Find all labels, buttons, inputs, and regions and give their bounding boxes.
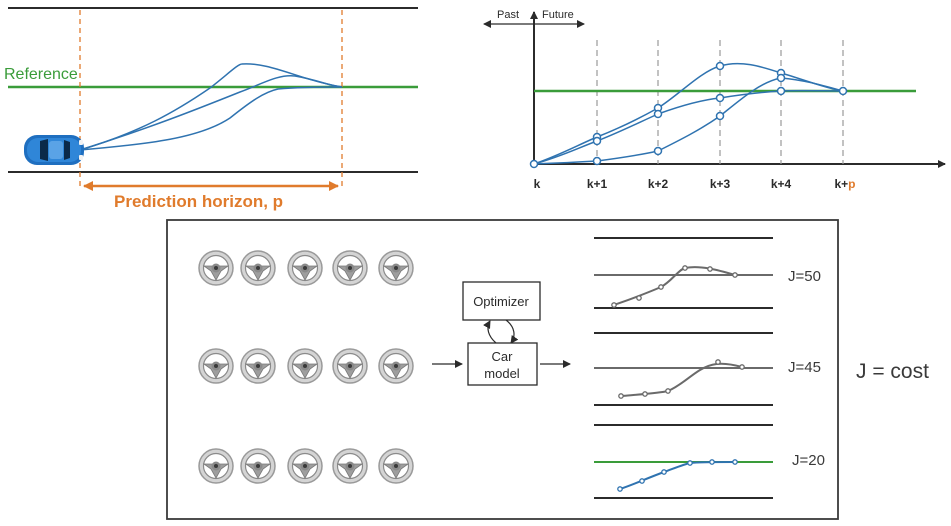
- past-label: Past: [497, 9, 519, 21]
- sample-point: [776, 73, 786, 83]
- steering-wheel-icon: [240, 448, 276, 484]
- tick-label: k+4: [771, 177, 792, 191]
- sample-point: [715, 111, 725, 121]
- result-points: [618, 359, 745, 399]
- cost-label: J=45: [788, 359, 821, 376]
- timeline-trajectory-2: [533, 89, 844, 165]
- sample-point: [665, 388, 671, 394]
- future-label: Future: [542, 9, 574, 21]
- trajectory-1: [79, 63, 343, 151]
- timeline-sample-points: [529, 61, 848, 169]
- result-panel-3: J=20: [594, 424, 825, 499]
- sample-point: [617, 486, 623, 492]
- sample-point: [661, 469, 667, 475]
- feedback-arrow-up: [483, 320, 497, 344]
- result-points: [617, 459, 738, 492]
- tick-label: k: [534, 177, 541, 191]
- feedback-arrow-down: [505, 319, 519, 344]
- time-tick-labels: k k+1 k+2 k+3 k+4 k+p: [534, 177, 856, 191]
- steering-wheel-icon: [332, 448, 368, 484]
- sample-point: [715, 93, 725, 103]
- tick-label: k+3: [710, 177, 731, 191]
- sample-point: [715, 359, 721, 365]
- sample-point: [687, 460, 693, 466]
- optimization-diagram: Optimizer Car model J=50: [166, 219, 929, 520]
- sample-point: [529, 159, 539, 169]
- sample-point: [592, 156, 602, 166]
- sample-point: [776, 86, 786, 96]
- steering-wheel-icon: [287, 448, 323, 484]
- cost-label: J=20: [792, 452, 825, 469]
- trajectory-3: [79, 86, 343, 151]
- trajectory-2: [79, 75, 343, 151]
- result-panel-1: J=50: [594, 237, 821, 309]
- sample-point: [732, 272, 738, 278]
- steering-wheel-icon: [198, 250, 234, 286]
- sample-point: [838, 86, 848, 96]
- cost-label: J=50: [788, 268, 821, 285]
- sample-point: [739, 364, 745, 370]
- sample-point: [653, 146, 663, 156]
- steering-wheel-icon: [287, 348, 323, 384]
- sample-point: [592, 136, 602, 146]
- tick-label: k+2: [648, 177, 669, 191]
- sample-point: [715, 61, 725, 71]
- sample-point: [653, 109, 663, 119]
- timeline-chart: Past Future: [483, 9, 946, 191]
- car-icon: [24, 135, 84, 165]
- tick-label: k+p: [834, 177, 855, 191]
- steering-wheel-icon: [332, 348, 368, 384]
- steering-wheel-icon: [198, 348, 234, 384]
- sample-point: [658, 284, 664, 290]
- candidate-trajectories: [79, 63, 343, 151]
- sample-point: [732, 459, 738, 465]
- sample-point: [611, 302, 617, 308]
- steering-wheel-icon: [287, 250, 323, 286]
- road-view: Reference Prediction horizon, p: [4, 7, 418, 211]
- sample-point: [707, 266, 713, 272]
- reference-label: Reference: [4, 66, 78, 83]
- optimizer-box: [462, 281, 541, 321]
- sample-point: [642, 391, 648, 397]
- timeline-trajectories: [533, 62, 844, 165]
- sample-point: [636, 295, 642, 301]
- sample-point: [639, 478, 645, 484]
- cost-legend: J = cost: [856, 360, 929, 383]
- car-model-box: [467, 342, 538, 386]
- sample-point: [618, 393, 624, 399]
- car-model-label: Car: [492, 349, 514, 364]
- tick-label: k+1: [587, 177, 608, 191]
- car-model-label: model: [484, 366, 520, 381]
- optimizer-label: Optimizer: [473, 294, 529, 309]
- steering-wheel-icon: [378, 448, 414, 484]
- steering-wheel-icon: [198, 448, 234, 484]
- horizon-label: Prediction horizon, p: [114, 192, 283, 211]
- timeline-trajectory-1: [533, 62, 844, 165]
- steering-wheel-icon: [332, 250, 368, 286]
- steering-wheel-icon: [378, 348, 414, 384]
- result-points: [611, 265, 738, 308]
- result-panel-2: J=45: [594, 332, 821, 406]
- steering-wheel-icon: [240, 250, 276, 286]
- steering-wheel-icon: [240, 348, 276, 384]
- steering-wheel-icon: [378, 250, 414, 286]
- sample-point: [682, 265, 688, 271]
- sample-point: [709, 459, 715, 465]
